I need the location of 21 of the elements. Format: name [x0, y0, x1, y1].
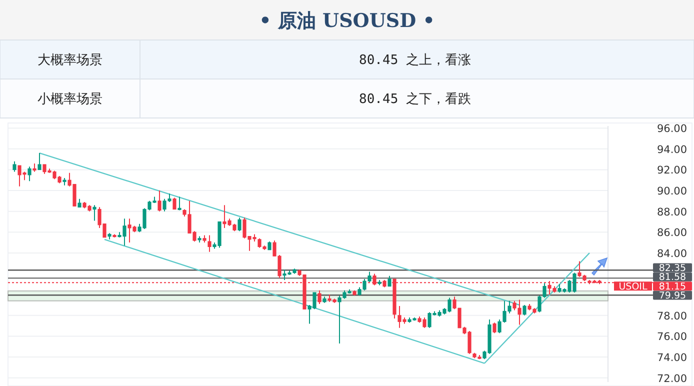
y-tick-label: 94.00 — [656, 144, 688, 156]
y-tick-label: 78.00 — [656, 310, 688, 322]
y-tick-label: 92.00 — [656, 164, 688, 177]
y-tick-label: 72.00 — [656, 372, 688, 385]
y-tick-label: 86.00 — [656, 227, 688, 240]
ref-line-label: 81.15 — [658, 281, 686, 292]
y-tick-label: 84.00 — [656, 248, 688, 260]
ref-line-label: 82.35 — [658, 263, 686, 274]
y-tick-label: 88.00 — [656, 206, 688, 218]
y-tick-label: 96.00 — [656, 123, 688, 136]
ref-line-label: 81.58 — [658, 272, 686, 284]
text: 大概率场景 — [38, 52, 102, 68]
chart-title: • 原油 USOUSD • — [259, 10, 435, 32]
text: 小概率场景 — [38, 91, 102, 107]
ref-line-label: 79.95 — [658, 290, 686, 302]
y-tick-label: 90.00 — [656, 186, 688, 198]
text: 80.45 之上，看涨 — [359, 53, 471, 68]
y-tick-label: 74.00 — [656, 352, 688, 364]
y-tick-label: 76.00 — [656, 331, 688, 344]
text: USOIL — [618, 281, 648, 292]
text: 80.45 之下，看跌 — [359, 92, 471, 107]
